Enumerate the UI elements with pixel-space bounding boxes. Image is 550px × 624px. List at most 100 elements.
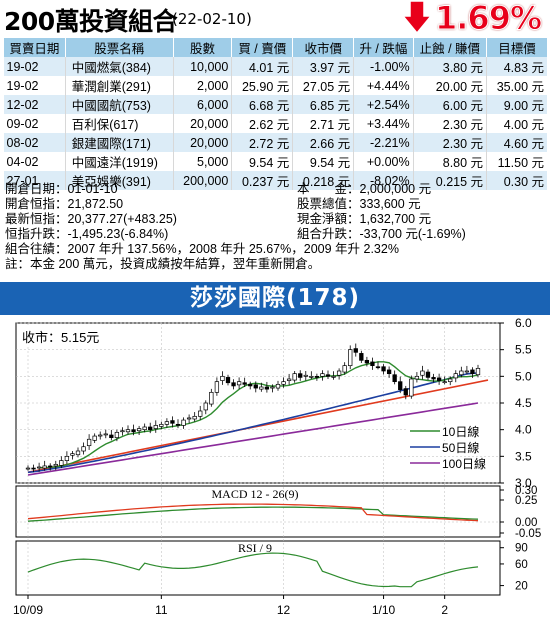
table-cell: 2.72 元 <box>231 133 293 152</box>
col-header: 股數 <box>172 38 232 57</box>
macd-title: MACD 12 - 26(9) <box>212 487 299 501</box>
capital: 本 金：2,000,000 元 <box>297 182 432 196</box>
candle-body <box>259 386 264 390</box>
candle-body <box>403 388 408 396</box>
table-cell: 4.60 元 <box>486 133 547 152</box>
table-cell: 0.218 元 <box>292 171 354 190</box>
candle-body <box>64 455 70 461</box>
table-cell: 20.00 元 <box>412 76 487 95</box>
stock-value: 股票總值：333,600 元 <box>297 197 421 211</box>
table-row: 04-02 中國遠洋(1919) 5,000 9.54 元 9.54 元 +0.00% 8.… <box>3 152 547 171</box>
candle-body <box>186 417 192 420</box>
table-cell: 4.00 元 <box>486 114 547 133</box>
table-cell: 銀建國際(171) <box>64 133 174 152</box>
table-cell: 6.85 元 <box>292 95 354 114</box>
close-label-bg <box>18 325 116 347</box>
candle-body <box>375 366 381 369</box>
table-cell: 9.00 元 <box>486 95 547 114</box>
candle-body <box>103 433 108 436</box>
candle-body <box>42 465 47 469</box>
table-cell: 6.00 元 <box>412 95 487 114</box>
macd-line <box>27 503 479 522</box>
history-performance: 組合往績：2007 年升 137.56%，2008 年升 25.67%，2009… <box>5 242 399 256</box>
candle-body <box>309 375 314 378</box>
ma100-line <box>27 402 479 476</box>
candle-body <box>475 367 481 376</box>
candle-body <box>470 369 475 375</box>
candle-body <box>181 419 186 426</box>
y-tick-label: 4.0 <box>515 423 532 437</box>
candle-body <box>298 373 303 378</box>
candle-body <box>442 381 447 384</box>
table-cell: 04-02 <box>3 152 66 171</box>
table-cell: 11.50 元 <box>486 152 547 171</box>
latest-hsi: 最新恒指：20,377.27(+483.25) <box>5 212 177 226</box>
stock-chart-svg: 6.0 5.5 5.0 4.5 4.0 3.5 3.0 10/09 11 12 1/10 2 收市：5.… <box>0 315 550 624</box>
x-tick-label: 2 <box>441 603 448 617</box>
candle-body <box>275 383 281 389</box>
candle-body <box>48 465 53 468</box>
portfolio-title: 200萬投資組合 <box>4 7 178 36</box>
candle-body <box>392 374 397 383</box>
down-arrow-icon <box>402 0 432 34</box>
candle-body <box>409 378 414 397</box>
table-cell: 08-02 <box>3 133 66 152</box>
candle-body <box>192 415 197 420</box>
stock-chart: 6.0 5.5 5.0 4.5 4.0 3.5 3.0 10/09 11 12 1/10 2 收市：5.… <box>0 315 550 624</box>
legend-label: 100日線 <box>442 456 486 471</box>
table-cell: 27.05 元 <box>292 76 354 95</box>
table-cell: 200,000 <box>172 171 232 190</box>
portfolio-summary: 開倉日期：01-01-10 本 金：2,000,000 元 開倉恒指：21,87… <box>5 182 545 272</box>
table-cell: 10,000 <box>172 57 232 76</box>
y-tick-label: 3.0 <box>515 476 532 490</box>
candle-body <box>214 381 220 393</box>
table-cell: 3.80 元 <box>412 57 487 76</box>
table-cell: 09-02 <box>3 114 66 133</box>
candle-body <box>459 370 464 376</box>
candle-body <box>370 361 375 367</box>
legend-bg <box>408 441 498 456</box>
candle-body <box>36 466 42 469</box>
table-cell: 中國燃氣(384) <box>64 57 174 76</box>
candle-body <box>53 463 58 467</box>
portfolio-change: 組合升跌：-33,700 元(-1.69%) <box>297 227 466 241</box>
hsi-change: 恒指升跌：-1,495.23(-6.84%) <box>5 227 169 241</box>
candle-body <box>209 391 214 405</box>
candle-body <box>175 423 181 426</box>
cash-net: 現金淨額：1,632,700 元 <box>297 212 432 226</box>
ma10-line <box>39 361 479 469</box>
y-tick-label: 0.30 <box>515 485 537 497</box>
candle-body <box>364 359 370 364</box>
y-tick-label: 90 <box>515 543 528 555</box>
col-header: 目標價 <box>486 38 547 57</box>
table-cell: 2.62 元 <box>231 114 293 133</box>
table-cell: +0.00% <box>353 152 414 171</box>
portfolio-change-pct: 1.69% <box>434 0 542 38</box>
candle-body <box>348 349 353 367</box>
macd-signal-line <box>27 506 479 522</box>
ma50-line <box>27 372 479 474</box>
candle-body <box>464 370 470 373</box>
stock-banner: 莎莎國際(178) <box>0 282 550 315</box>
col-header: 股票名稱 <box>64 38 174 57</box>
candle-body <box>59 460 64 466</box>
candle-body <box>70 453 75 456</box>
candle-body <box>248 383 253 387</box>
candle-body <box>25 467 31 470</box>
table-cell: 9.54 元 <box>231 152 293 171</box>
x-tick-label: 12 <box>277 603 291 617</box>
candle-body <box>159 423 164 427</box>
table-cell: 0.30 元 <box>486 171 547 190</box>
candle-body <box>75 450 81 456</box>
table-row: 08-02 銀建國際(171) 20,000 2.72 元 2.66 元 -2.21% 2.… <box>3 133 547 152</box>
table-cell: 4.01 元 <box>231 57 293 76</box>
candle-body <box>231 382 236 387</box>
candle-body <box>253 384 258 389</box>
col-header: 升 / 跌幅 <box>353 38 414 57</box>
table-cell: +4.44% <box>353 76 414 95</box>
y-tick-label: 3.5 <box>515 449 532 463</box>
open-date: 開倉日期：01-01-10 <box>5 182 118 196</box>
candle-body <box>109 434 114 439</box>
y-tick-label: 20 <box>515 581 528 593</box>
table-cell: -2.21% <box>353 133 414 152</box>
